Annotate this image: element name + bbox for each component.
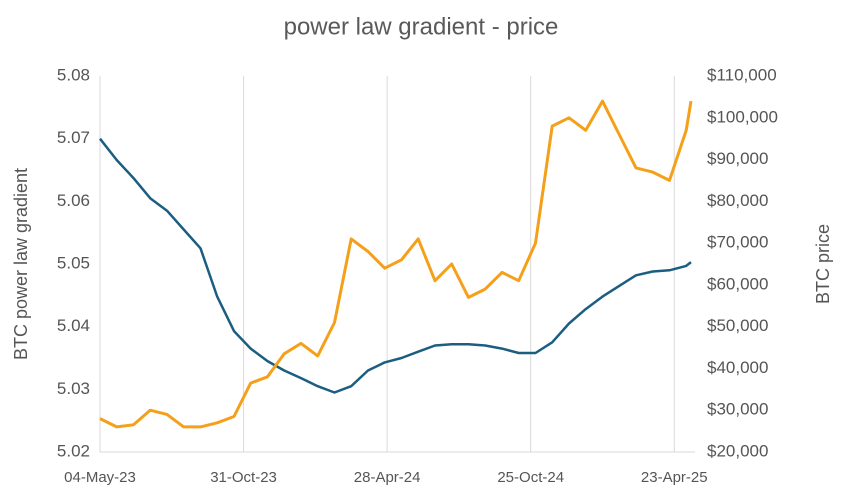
series-line bbox=[99, 99, 693, 429]
x-tick-label: 28-Apr-24 bbox=[354, 469, 421, 486]
y-tick-label: 5.03 bbox=[57, 379, 90, 398]
y2-tick-label: $80,000 bbox=[707, 191, 768, 210]
chart-title: power law gradient - price bbox=[284, 13, 559, 40]
y2-tick-label: $90,000 bbox=[707, 149, 768, 168]
x-tick-label: 23-Apr-25 bbox=[641, 469, 708, 486]
y-tick-label: 5.02 bbox=[57, 441, 90, 460]
series-line bbox=[99, 137, 692, 394]
y2-tick-label: $110,000 bbox=[707, 65, 777, 84]
y2-axis-title: BTC price bbox=[813, 224, 833, 304]
y-tick-label: 5.04 bbox=[57, 316, 90, 335]
y2-tick-label: $50,000 bbox=[707, 316, 768, 335]
y2-tick-label: $30,000 bbox=[707, 400, 768, 419]
x-tick-label: 04-May-23 bbox=[64, 469, 136, 486]
y2-tick-label: $70,000 bbox=[707, 233, 768, 252]
x-tick-label: 31-Oct-23 bbox=[210, 469, 277, 486]
y-tick-label: 5.07 bbox=[57, 128, 90, 147]
y2-tick-label: $40,000 bbox=[707, 358, 768, 377]
y-tick-label: 5.06 bbox=[57, 191, 90, 210]
y-tick-label: 5.08 bbox=[57, 65, 90, 84]
y2-tick-label: $20,000 bbox=[707, 441, 768, 460]
y-axis-title: BTC power law gradient bbox=[11, 168, 31, 360]
y2-tick-label: $100,000 bbox=[707, 107, 778, 126]
x-tick-label: 25-Oct-24 bbox=[497, 469, 564, 486]
y2-tick-label: $60,000 bbox=[707, 274, 768, 293]
y-tick-label: 5.05 bbox=[57, 253, 90, 272]
